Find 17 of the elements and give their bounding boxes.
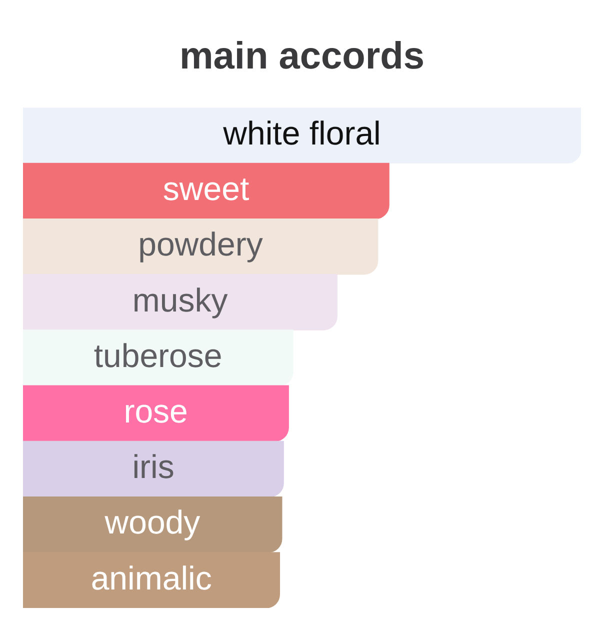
y-tick-label: sweet (162, 170, 250, 208)
y-tick-label: musky (132, 281, 228, 318)
y-tick-label: iris (132, 448, 174, 486)
y-tick-label: white floral (222, 114, 381, 152)
bar (23, 108, 581, 164)
bar (23, 440, 284, 498)
y-tick-label: animalic (90, 559, 212, 596)
bar (23, 162, 390, 220)
bar (23, 330, 294, 386)
bar (23, 218, 378, 275)
y-tick-label: rose (124, 392, 188, 430)
y-tick-label: tuberose (94, 336, 222, 374)
chart-title: main accords (180, 35, 424, 78)
bar (23, 385, 289, 442)
y-tick-label: powdery (138, 226, 264, 263)
y-tick-label: woody (104, 504, 201, 541)
bar (23, 274, 338, 330)
